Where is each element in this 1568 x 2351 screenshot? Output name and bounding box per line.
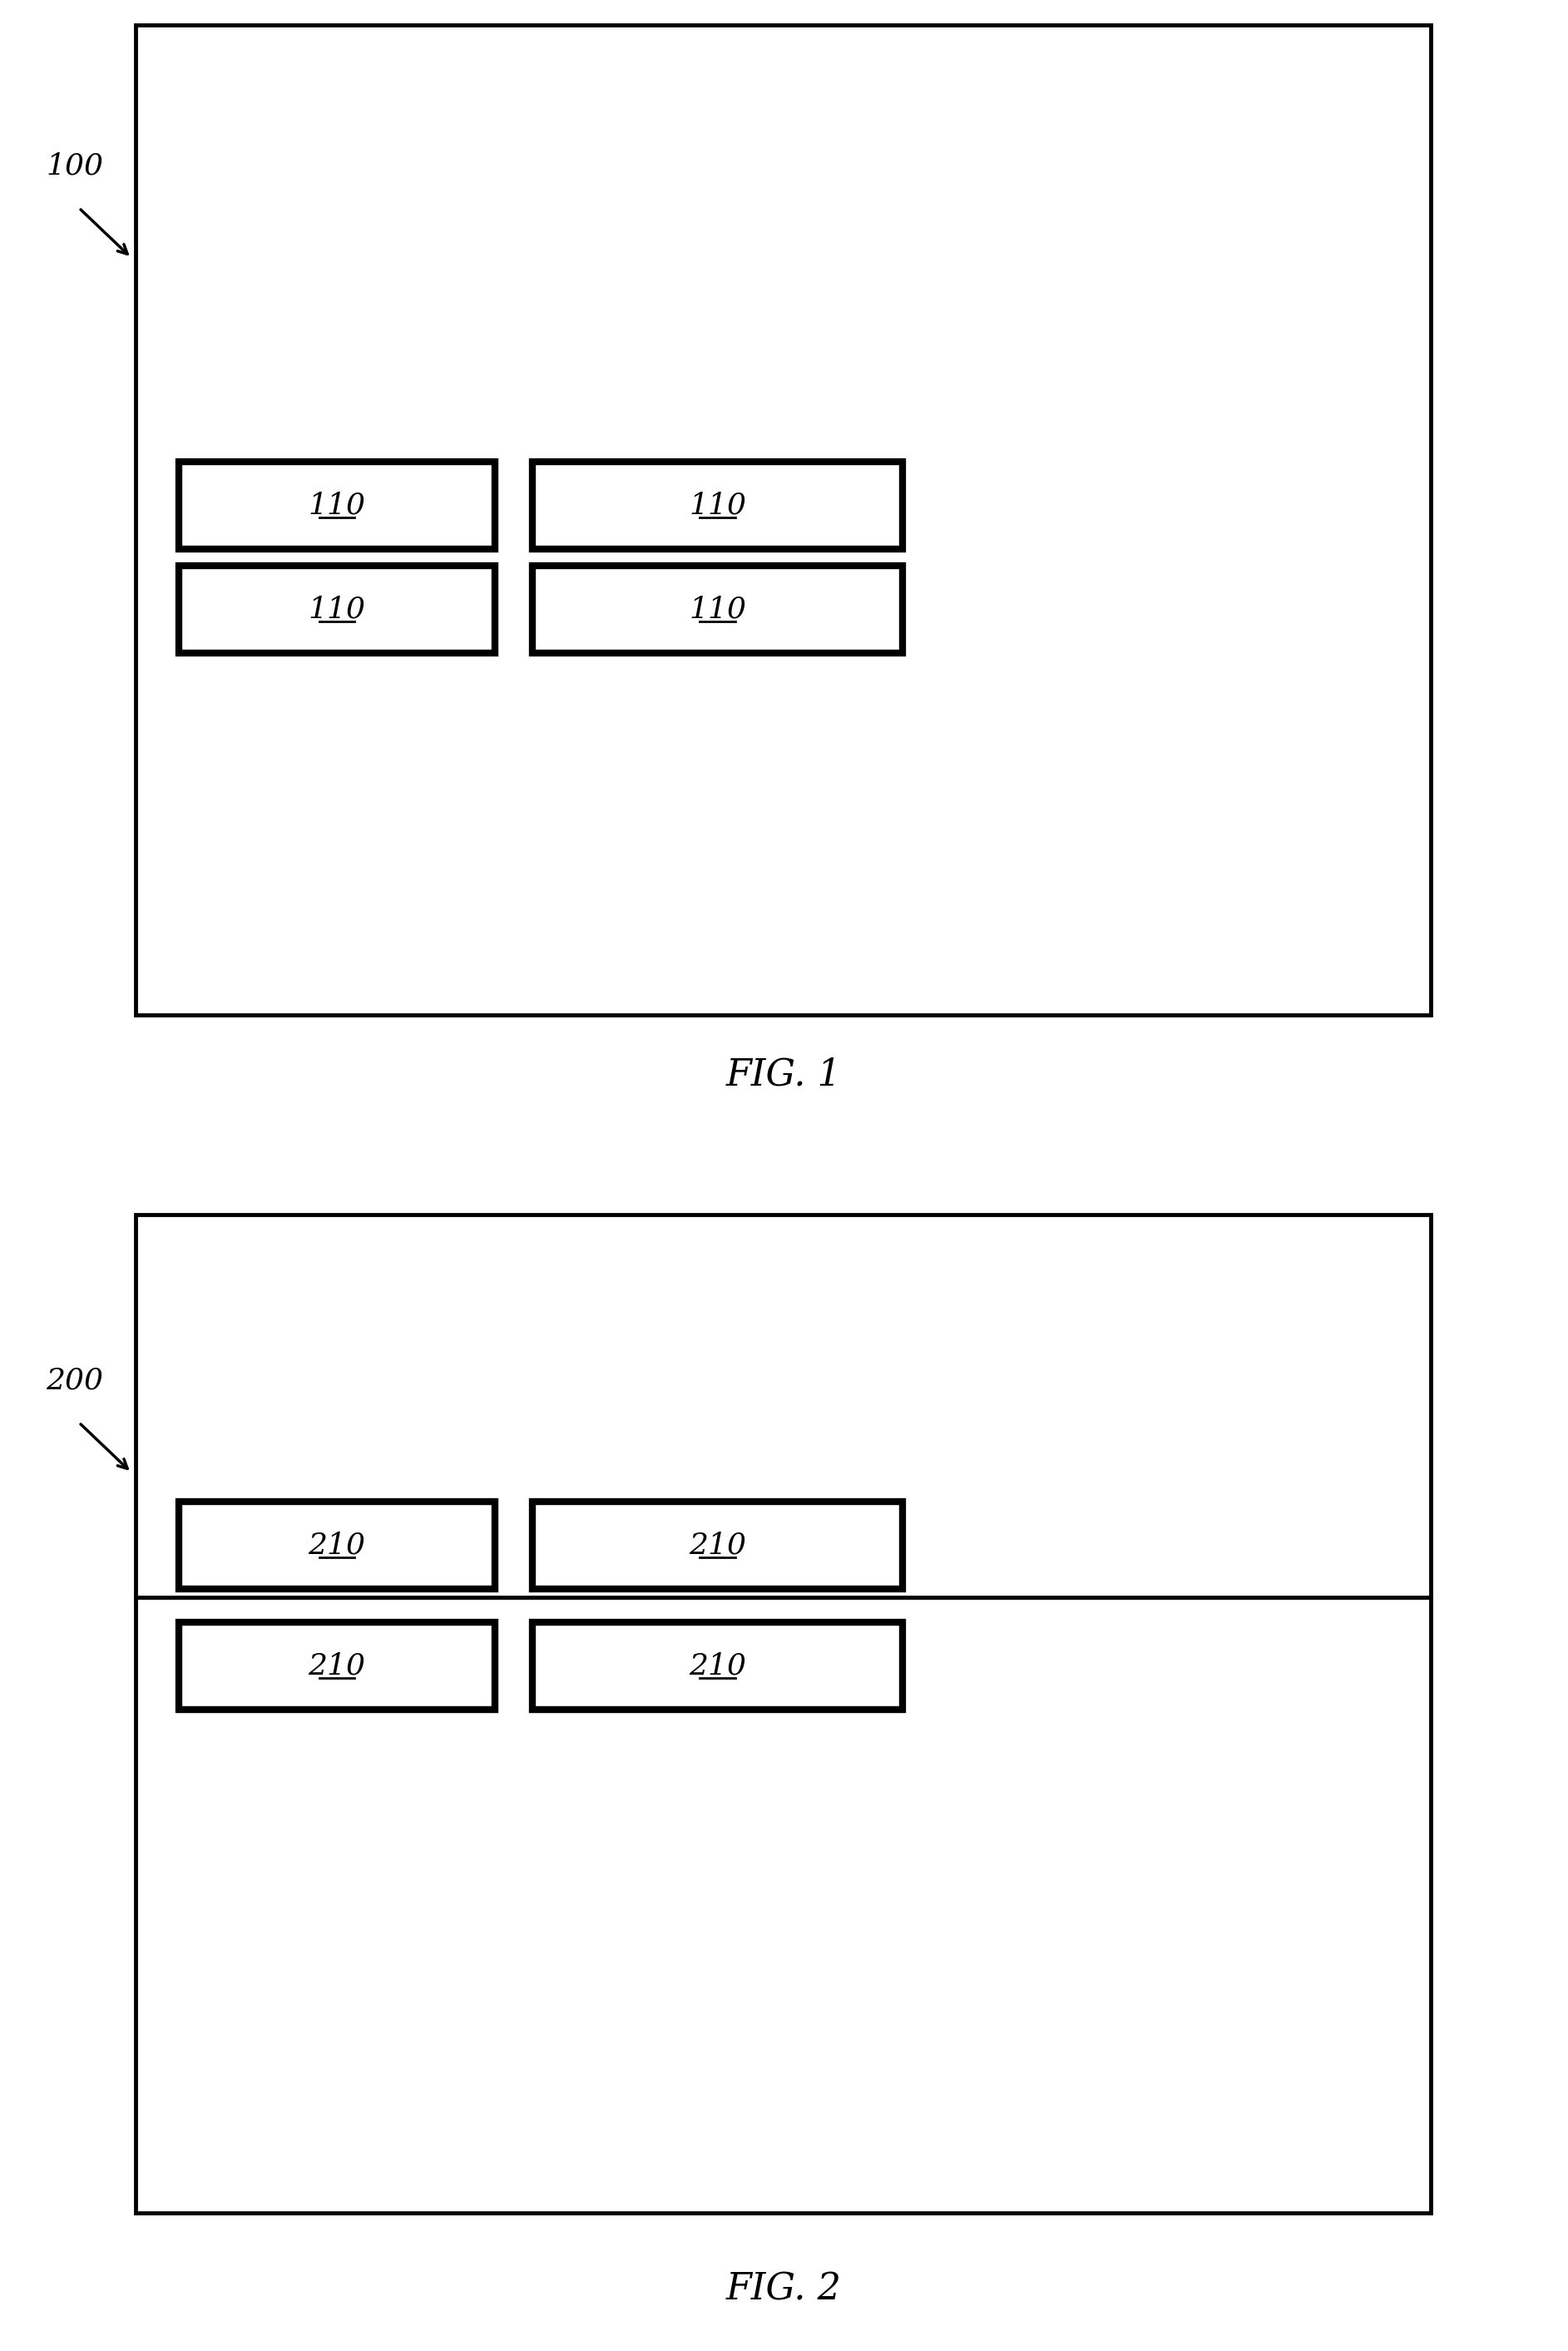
Text: 100: 100 — [45, 153, 103, 181]
Bar — [179, 1622, 495, 1709]
Bar — [179, 567, 495, 654]
Bar — [135, 1215, 1430, 2212]
Bar — [533, 461, 903, 550]
Text: 210: 210 — [688, 1653, 746, 1681]
Bar — [179, 1502, 495, 1589]
Text: 210: 210 — [688, 1531, 746, 1559]
Bar — [533, 1622, 903, 1709]
Text: FIG. 2: FIG. 2 — [726, 2271, 842, 2306]
Text: 210: 210 — [309, 1653, 365, 1681]
Text: 110: 110 — [309, 595, 365, 623]
Bar — [179, 461, 495, 550]
Text: FIG. 1: FIG. 1 — [726, 1056, 842, 1093]
Bar — [533, 1502, 903, 1589]
Text: 110: 110 — [688, 595, 746, 623]
Text: 200: 200 — [45, 1366, 103, 1394]
Text: 210: 210 — [309, 1531, 365, 1559]
Bar — [135, 26, 1430, 1016]
Text: 110: 110 — [688, 491, 746, 520]
Text: 110: 110 — [309, 491, 365, 520]
Bar — [533, 567, 903, 654]
